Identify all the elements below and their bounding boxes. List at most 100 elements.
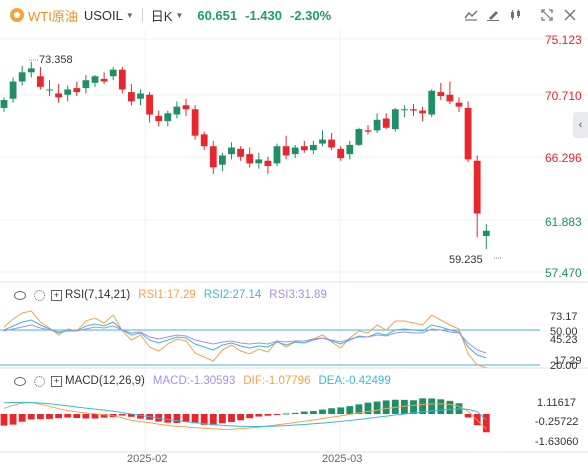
macd-bar	[355, 404, 363, 414]
macd-bar	[246, 414, 254, 419]
macd-bar	[310, 411, 317, 414]
macd-bar	[73, 414, 81, 419]
symbol-coin-icon	[10, 8, 24, 22]
rsi-axis-label: 17.29	[554, 355, 582, 367]
expand-icon[interactable]: +	[51, 289, 62, 301]
macd-bar	[37, 414, 44, 420]
expand-icon[interactable]: +	[51, 375, 62, 387]
rsi3-line	[3, 324, 487, 354]
price-axis-label: 66.296	[545, 151, 582, 165]
candle-body	[182, 105, 190, 110]
dif-line	[3, 402, 487, 430]
candles	[0, 61, 490, 250]
candle-body	[55, 93, 62, 98]
macd-bar	[46, 414, 53, 419]
macd-bar	[437, 399, 445, 414]
rsi1-value: RSI1:17.29	[138, 289, 196, 301]
settings-icon[interactable]	[561, 7, 579, 23]
candle-body	[237, 148, 244, 157]
indicator-icon[interactable]	[462, 7, 480, 23]
candle-body	[437, 92, 445, 97]
candle-body	[391, 109, 399, 130]
gear-icon[interactable]	[34, 375, 45, 387]
rsi3-value: RSI3:31.89	[269, 289, 327, 301]
candle-body	[246, 154, 254, 164]
macd-bar	[346, 406, 354, 414]
macd-bar	[328, 408, 335, 414]
macd-header: + MACD(12,26,9) MACD:-1.30593 DIF:-1.077…	[0, 373, 391, 389]
candle-body	[455, 102, 463, 107]
rsi-axis-label: 50.00	[550, 326, 578, 338]
price-change: -1.430	[245, 7, 282, 23]
macd-bar	[237, 414, 244, 421]
rsi-axis-label: 73.17	[550, 311, 578, 323]
macd-bar	[191, 414, 199, 424]
macd-bar	[27, 414, 35, 420]
rsi-name[interactable]: RSI(7,14,21)	[65, 289, 131, 301]
visibility-icon[interactable]	[14, 290, 26, 300]
candle-body	[364, 130, 372, 132]
candle-body	[91, 76, 99, 83]
candle-body	[219, 155, 226, 165]
dea-value: DEA:-0.42499	[318, 375, 391, 387]
candle-body	[164, 113, 172, 122]
fullscreen-icon[interactable]	[538, 7, 556, 23]
candle-body	[118, 69, 126, 90]
macd-bar	[200, 414, 208, 425]
candle-body	[410, 109, 417, 111]
dif-value: DIF:-1.07796	[243, 375, 311, 387]
price-axis-label: 61.883	[545, 215, 582, 229]
low-annotation: 59.235	[449, 254, 483, 266]
candle-body	[273, 146, 281, 164]
macd-bar	[282, 413, 290, 415]
candle-body	[446, 94, 454, 102]
symbol-name[interactable]: WTI原油	[28, 8, 78, 24]
macd-bar	[337, 407, 345, 414]
macd-name[interactable]: MACD(12,26,9)	[65, 375, 145, 387]
macd-bar	[373, 401, 381, 414]
macd-bar	[118, 414, 126, 416]
candle-body	[18, 72, 26, 82]
macd-bar	[273, 414, 281, 415]
period-dropdown-icon[interactable]: ▼	[175, 10, 184, 20]
macd-bar	[91, 414, 99, 419]
x-axis-label: 2025-02	[127, 453, 167, 465]
symbol-dropdown-icon[interactable]: ▼	[125, 10, 134, 20]
rsi-lines	[3, 310, 487, 369]
macd-lines	[3, 401, 487, 430]
macd-bar	[164, 414, 172, 423]
candle-body	[146, 94, 153, 115]
candle-body	[282, 146, 290, 156]
candle-type-icon[interactable]	[507, 7, 525, 23]
symbol-code[interactable]: USOIL	[83, 7, 123, 23]
candle-body	[328, 139, 335, 148]
gear-icon[interactable]	[34, 289, 45, 301]
candle-body	[300, 146, 308, 151]
visibility-icon[interactable]	[14, 376, 26, 386]
candle-body	[310, 144, 317, 151]
macd-value: MACD:-1.30593	[152, 375, 236, 387]
rsi2-value: RSI2:27.14	[203, 289, 262, 301]
candle-body	[346, 144, 354, 155]
rsi1-line	[3, 310, 487, 369]
macd-bar	[182, 414, 190, 422]
macd-bars	[0, 398, 490, 433]
rsi2-line	[3, 319, 487, 359]
candle-body	[373, 119, 381, 131]
draw-icon[interactable]	[484, 7, 502, 23]
chevron-left-icon[interactable]: ‹	[573, 112, 588, 138]
header-bar: WTI原油 USOIL ▼ 日K ▼ 60.651 -1.430 -2.30%	[0, 0, 588, 30]
period-selector[interactable]: 日K	[150, 8, 173, 24]
candle-body	[137, 93, 144, 99]
candle-body	[64, 89, 72, 95]
candle-body	[255, 159, 263, 164]
candle-body	[291, 147, 299, 155]
candle-body	[46, 89, 53, 91]
candle-body	[382, 118, 390, 128]
macd-bar	[228, 414, 235, 422]
price-axis-label: 70.710	[545, 89, 582, 103]
macd-bar	[18, 414, 26, 422]
macd-bar	[82, 414, 90, 419]
candle-body	[264, 160, 272, 167]
